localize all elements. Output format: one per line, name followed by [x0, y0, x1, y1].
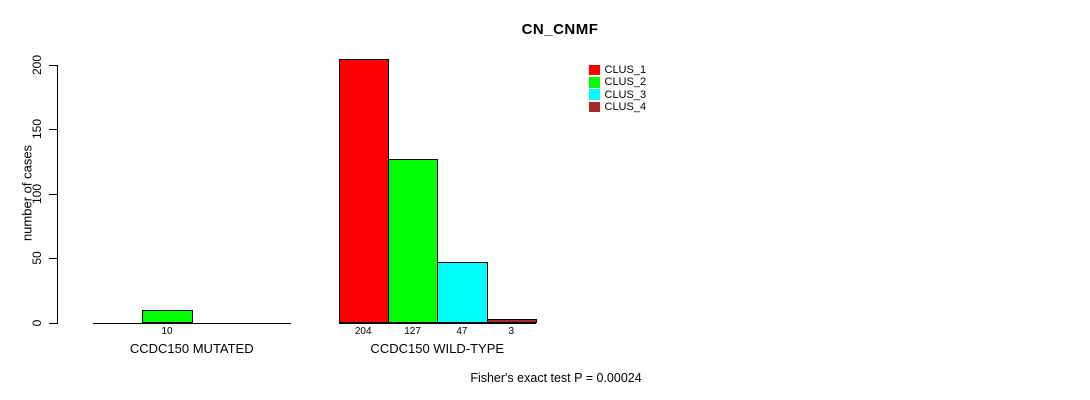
- legend-item-clus_4: CLUS_4: [589, 101, 646, 113]
- y-tick-label: 150: [30, 118, 44, 140]
- legend-swatch-icon: [589, 89, 600, 100]
- bar-clus_2: [142, 309, 193, 324]
- y-tick-mark: [49, 129, 57, 130]
- legend: CLUS_1 CLUS_2 CLUS_3 CLUS_4: [589, 64, 646, 113]
- y-tick-mark: [49, 258, 57, 259]
- bar-value-label: 47: [456, 326, 468, 337]
- chart-title: CN_CNMF: [521, 21, 599, 38]
- legend-item-clus_1: CLUS_1: [589, 64, 646, 76]
- bar-value-label: 3: [508, 326, 515, 337]
- bar-clus_3: [437, 261, 488, 324]
- legend-item-clus_2: CLUS_2: [589, 76, 646, 88]
- y-axis-line: [57, 64, 58, 324]
- fishers-test-annotation: Fisher's exact test P = 0.00024: [470, 371, 642, 385]
- legend-label: CLUS_3: [604, 88, 647, 101]
- legend-item-clus_3: CLUS_3: [589, 89, 646, 101]
- y-tick-mark: [49, 322, 57, 324]
- y-tick-label: 200: [30, 54, 44, 75]
- y-tick-label: 100: [30, 183, 44, 204]
- y-tick-mark: [49, 64, 57, 66]
- bar-clus_1: [338, 59, 389, 324]
- bar-value-label: 204: [354, 326, 372, 337]
- y-tick-label: 50: [30, 251, 44, 265]
- bar-clus_2: [387, 158, 439, 324]
- legend-label: CLUS_1: [604, 64, 647, 76]
- group-label: CCDC150 WILD-TYPE: [370, 341, 505, 356]
- y-tick-label: 0: [30, 319, 44, 326]
- legend-label: CLUS_4: [604, 100, 647, 113]
- bar-value-label: 127: [404, 326, 421, 337]
- bar-clus_4: [486, 318, 537, 324]
- bar-value-label: 10: [161, 326, 173, 337]
- legend-swatch-icon: [589, 64, 600, 76]
- legend-swatch-icon: [589, 101, 600, 113]
- legend-swatch-icon: [589, 77, 600, 88]
- y-tick-mark: [49, 193, 57, 195]
- legend-label: CLUS_2: [604, 76, 647, 89]
- group-label: CCDC150 MUTATED: [129, 341, 254, 356]
